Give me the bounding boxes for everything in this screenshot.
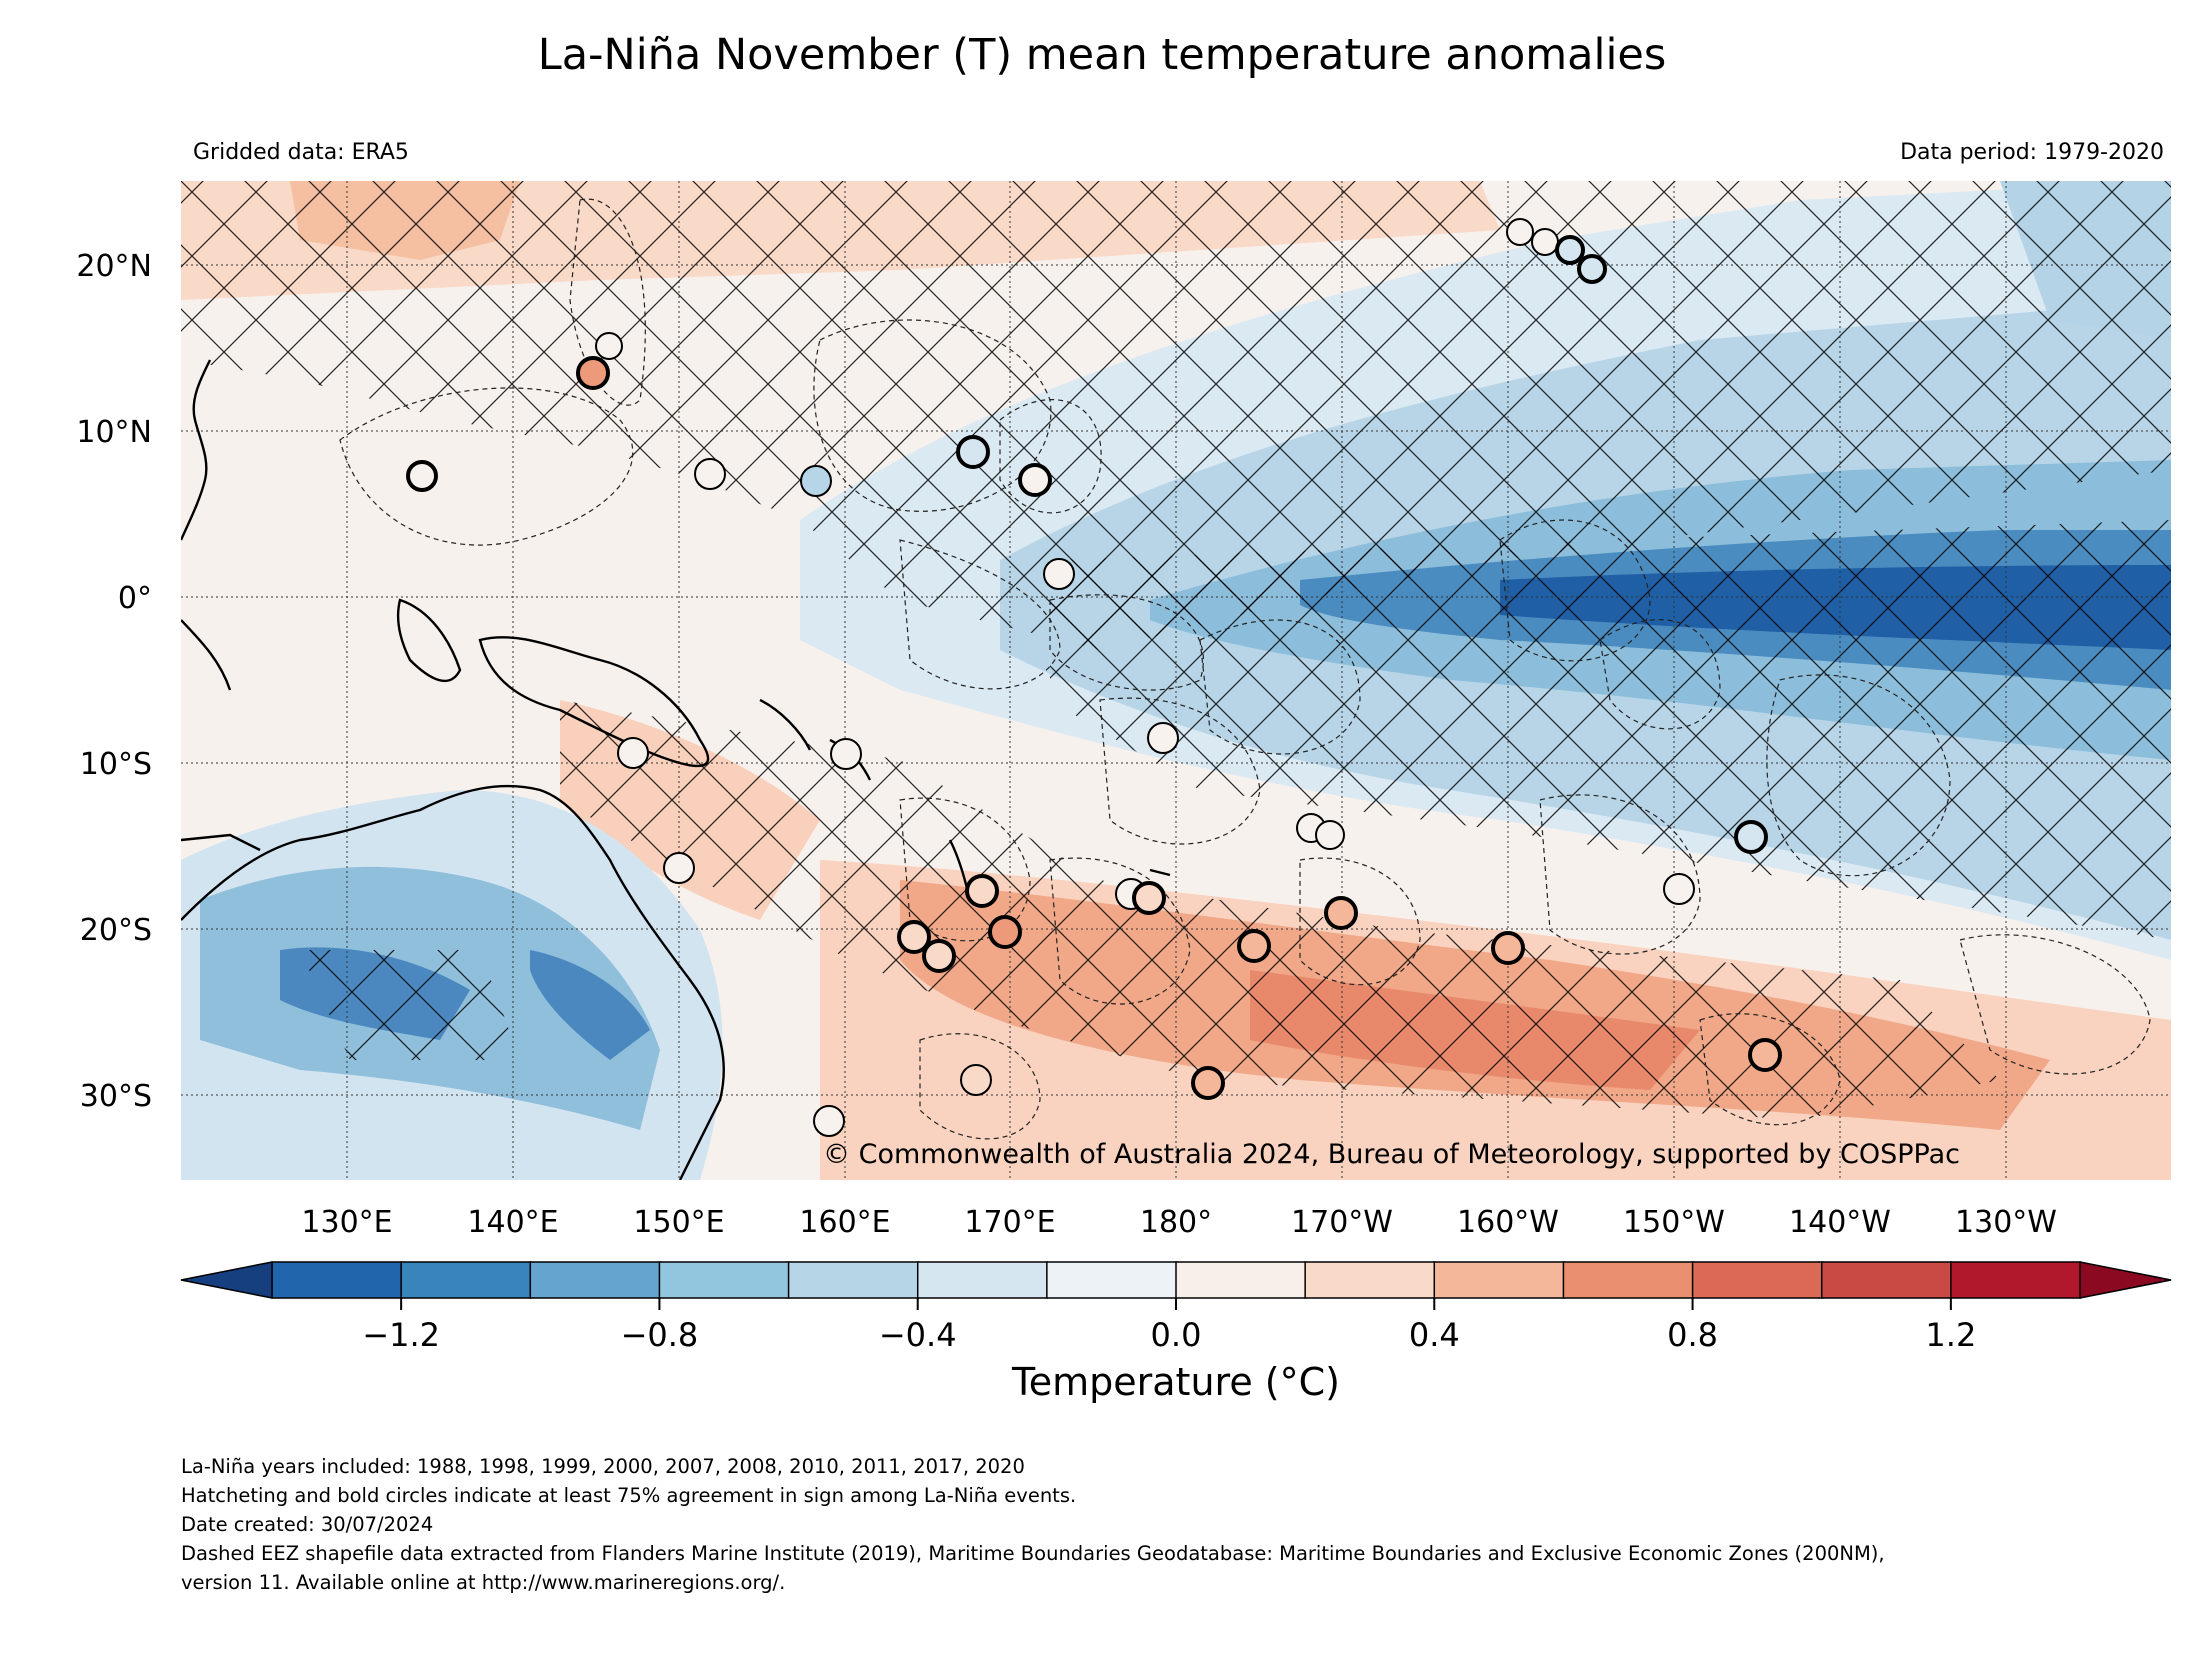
station-marker [617, 737, 649, 769]
map-area [181, 181, 2171, 1180]
lon-tick-label: 130°W [1955, 1205, 2057, 1240]
lon-tick-label: 170°W [1291, 1205, 1393, 1240]
colorbar-segment [1433, 1261, 1565, 1299]
station-marker [1237, 929, 1271, 963]
lon-tick-label: 170°E [964, 1205, 1055, 1240]
colorbar-extend-low [180, 1261, 273, 1299]
station-marker [1147, 722, 1179, 754]
footer-years: La-Niña years included: 1988, 1998, 1999… [181, 1455, 1025, 1478]
station-marker [595, 332, 623, 360]
lat-tick-label: 20°N [76, 249, 152, 284]
colorbar-segment [1820, 1261, 1953, 1299]
station-marker [1506, 218, 1534, 246]
agreement-hatching-south [560, 700, 2000, 1120]
longitude-axis: 130°E 140°E 150°E 160°E 170°E 180° 170°W… [301, 1205, 2057, 1240]
station-marker [1043, 558, 1075, 590]
station-marker [1132, 881, 1166, 915]
footer-notes: La-Niña years included: 1988, 1998, 1999… [181, 1452, 1885, 1597]
lat-tick-label: 10°S [80, 747, 152, 782]
colorbar-segment [658, 1261, 790, 1299]
colorbar-segments [271, 1261, 2082, 1299]
station-marker [1734, 820, 1768, 854]
colorbar-tick-label: 0.8 [1667, 1316, 1718, 1354]
lat-tick-label: 30°S [80, 1079, 152, 1114]
station-marker [1531, 228, 1559, 256]
lon-tick-label: 180° [1140, 1205, 1212, 1240]
colorbar-segment [916, 1261, 1049, 1299]
coastlines [181, 359, 1171, 1180]
colorbar-segment [787, 1261, 919, 1299]
agreement-hatching-australia [300, 950, 520, 1060]
latitude-axis: 20°N 10°N 0° 10°S 20°S 30°S [76, 249, 152, 1114]
cold-anomaly-australia-core-east [530, 950, 650, 1060]
copyright-credit: © Commonwealth of Australia 2024, Bureau… [823, 1139, 1960, 1170]
agreement-hatching-cold-tongue [1050, 520, 2171, 940]
eez-boundaries [339, 198, 2151, 1140]
footer-date-created: Date created: 30/07/2024 [181, 1513, 434, 1536]
colorbar-tick-label: 0.4 [1409, 1316, 1460, 1354]
station-marker [897, 920, 931, 954]
lon-tick-label: 160°W [1457, 1205, 1559, 1240]
footer-eez-source: Dashed EEZ shapefile data extracted from… [181, 1542, 1885, 1565]
colorbar-segment [1046, 1261, 1178, 1299]
station-marker [1324, 896, 1358, 930]
colorbar-segment [529, 1261, 661, 1299]
footer-hatching-note: Hatcheting and bold circles indicate at … [181, 1484, 1077, 1507]
station-marker [1018, 463, 1052, 497]
colorbar-ticks: −1.2 −0.8 −0.4 0.0 0.4 0.8 1.2 [362, 1298, 1976, 1354]
station-marker [965, 874, 999, 908]
graticule [181, 181, 2171, 1180]
station-marker [1315, 820, 1345, 850]
colorbar-tick-label: −0.8 [621, 1316, 699, 1354]
lon-tick-label: 160°E [799, 1205, 890, 1240]
colorbar-tick-label: 0.0 [1151, 1316, 1202, 1354]
lon-tick-label: 130°E [301, 1205, 392, 1240]
colorbar-label: Temperature (°C) [1011, 1360, 1340, 1404]
colorbar-segment [1950, 1261, 2082, 1299]
station-marker [694, 458, 726, 490]
colorbar-segment [1562, 1261, 1694, 1299]
station-marker [988, 915, 1022, 949]
station-marker [663, 852, 695, 884]
station-marker [1555, 235, 1585, 265]
station-marker [813, 1105, 845, 1137]
colorbar-tick-label: −0.4 [879, 1316, 957, 1354]
lat-tick-label: 10°N [76, 415, 152, 450]
station-marker [1577, 254, 1607, 284]
colorbar-segment [400, 1261, 532, 1299]
station-marker [960, 1064, 992, 1096]
station-marker [1748, 1038, 1782, 1072]
station-marker [1491, 931, 1525, 965]
lon-tick-label: 150°W [1623, 1205, 1725, 1240]
station-marker [922, 939, 956, 973]
colorbar-tick-label: 1.2 [1925, 1316, 1976, 1354]
colorbar-segment [1691, 1261, 1823, 1299]
station-marker [1663, 873, 1695, 905]
station-marker [830, 738, 862, 770]
station-marker [800, 465, 832, 497]
lat-tick-label: 20°S [80, 913, 152, 948]
page-title: La-Niña November (T) mean temperature an… [537, 30, 1667, 80]
station-marker [576, 356, 610, 390]
lon-tick-label: 140°E [467, 1205, 558, 1240]
colorbar-segment [271, 1261, 403, 1299]
colorbar-segment [1175, 1261, 1307, 1299]
lon-tick-label: 140°W [1789, 1205, 1891, 1240]
data-period-note: Data period: 1979-2020 [1900, 140, 2164, 165]
station-markers [406, 218, 1782, 1137]
lon-tick-label: 150°E [633, 1205, 724, 1240]
station-marker [406, 460, 438, 492]
colorbar-segment [1304, 1261, 1436, 1299]
colorbar: −1.2 −0.8 −0.4 0.0 0.4 0.8 1.2 Temperature (°C… [180, 1261, 2172, 1404]
station-marker [956, 435, 990, 469]
colorbar-extend-high [2079, 1261, 2172, 1299]
station-marker [1191, 1066, 1225, 1100]
gridded-data-note: Gridded data: ERA5 [193, 140, 409, 165]
lat-tick-label: 0° [118, 581, 152, 616]
colorbar-tick-label: −1.2 [362, 1316, 440, 1354]
footer-eez-source-cont: version 11. Available online at http://w… [181, 1571, 786, 1594]
